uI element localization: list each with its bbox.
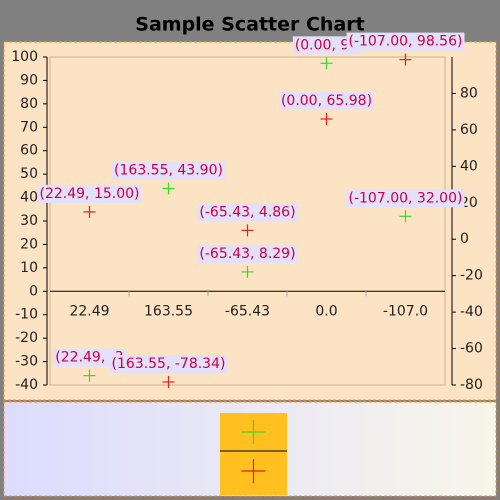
data-label-group: (-107.00, 98.56) — [346, 32, 465, 51]
y-tick-label: 0 — [29, 283, 38, 299]
data-label-group: (-65.43, 8.29) — [197, 244, 298, 263]
y-tick-label: 10 — [20, 260, 38, 276]
data-label-group: (0.00, 97 — [292, 36, 361, 55]
data-label-bg — [197, 244, 298, 263]
data-label-group: (-107.00, 32.00) — [346, 189, 465, 208]
y2-tick-label: -40 — [460, 304, 483, 320]
y-tick-label: 100 — [11, 49, 38, 65]
point — [399, 210, 412, 223]
data-label: (-107.00, 98.56) — [349, 34, 463, 50]
data-label: (22.49, -3 — [55, 350, 123, 366]
x-tick-label: -65.43 — [225, 303, 270, 319]
point — [320, 57, 333, 70]
data-label-bg — [109, 354, 228, 373]
x-tick-label: -107.0 — [383, 303, 428, 319]
data-label-group: (163.55, -78.34) — [109, 354, 228, 373]
data-label-bg — [112, 161, 225, 180]
legend-marker — [241, 459, 266, 483]
data-label: (-65.43, 8.29) — [199, 246, 295, 262]
y-tick-label: -30 — [15, 354, 38, 370]
data-label-bg — [278, 91, 375, 110]
y2-tick-label: 40 — [460, 158, 478, 174]
y-tick-label: 30 — [20, 213, 38, 229]
data-label: (22.49, 15.00) — [40, 186, 140, 202]
y2-tick-label: -20 — [460, 268, 483, 284]
data-label-bg — [37, 184, 142, 203]
point — [83, 205, 96, 218]
y-tick-label: 40 — [20, 190, 38, 206]
data-label-bg — [346, 32, 465, 51]
x-tick-label: 0.0 — [315, 303, 337, 319]
legend-marker — [241, 420, 266, 444]
point — [241, 224, 254, 237]
y-tick-label: 60 — [20, 143, 38, 159]
data-label-bg — [346, 189, 465, 208]
y-tick-label: 80 — [20, 96, 38, 112]
data-label-bg — [197, 203, 298, 222]
data-label: (0.00, 65.98) — [281, 93, 372, 109]
data-label: (163.55, -78.34) — [112, 356, 226, 372]
y-tick-label: -40 — [15, 377, 38, 393]
point — [320, 112, 333, 125]
y-tick-label: 50 — [20, 166, 38, 182]
point — [83, 369, 96, 382]
y-tick-label: 70 — [20, 119, 38, 135]
data-label-bg — [53, 348, 126, 367]
y2-tick-label: 0 — [460, 231, 469, 247]
point — [241, 265, 254, 278]
y-tick-label: -10 — [15, 307, 38, 323]
data-label-bg — [292, 36, 361, 55]
data-label: (-65.43, 4.86) — [199, 204, 295, 220]
data-label-group: (163.55, 43.90) — [112, 161, 225, 180]
y-tick-label: 90 — [20, 72, 38, 88]
point — [162, 182, 175, 195]
x-tick-label: 163.55 — [144, 303, 193, 319]
data-label-group: (0.00, 65.98) — [278, 91, 375, 110]
plot-area — [49, 56, 446, 386]
point — [162, 375, 175, 388]
y2-tick-label: -60 — [460, 341, 483, 357]
chart-title: Sample Scatter Chart — [135, 14, 364, 36]
y-tick-label: -20 — [15, 330, 38, 346]
data-label-group: (22.49, -3 — [53, 348, 126, 367]
point — [399, 53, 412, 66]
data-label-group: (-65.43, 4.86) — [197, 203, 298, 222]
y2-tick-label: 60 — [460, 122, 478, 138]
data-label: (-107.00, 32.00) — [349, 190, 463, 206]
data-label: (0.00, 97 — [295, 37, 358, 53]
data-label-group: (22.49, 15.00) — [37, 184, 142, 203]
y-tick-label: 20 — [20, 236, 38, 252]
y2-tick-label: -80 — [460, 377, 483, 393]
y2-tick-label: 80 — [460, 85, 478, 101]
data-label: (163.55, 43.90) — [114, 162, 223, 178]
x-tick-label: 22.49 — [69, 303, 109, 319]
